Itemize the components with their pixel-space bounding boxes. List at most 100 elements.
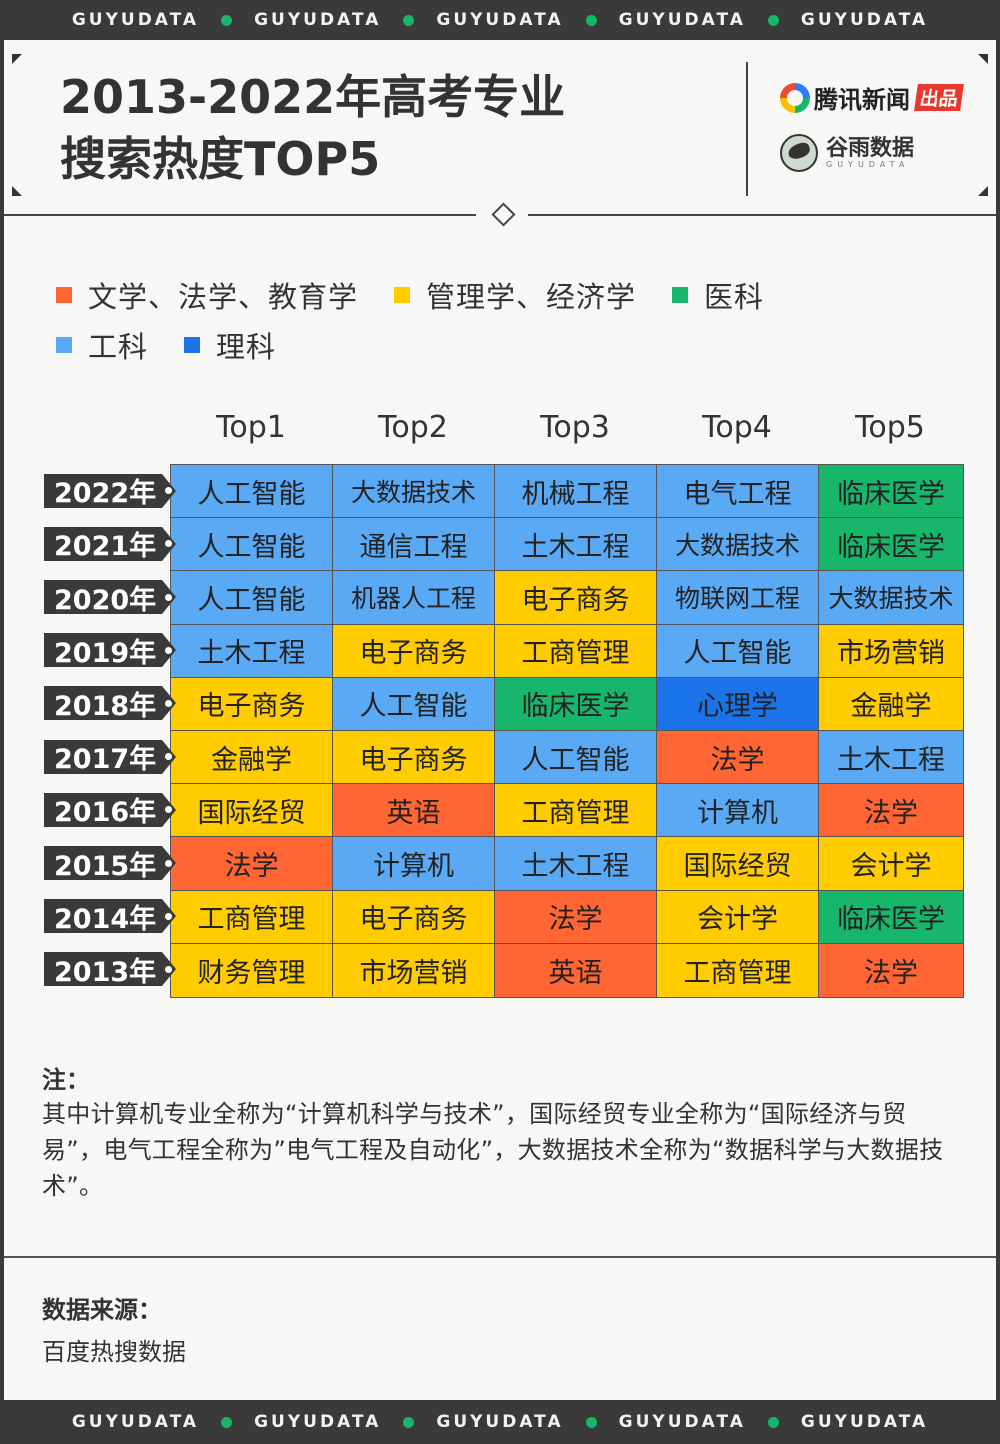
table-cell: 人工智能 [171,518,333,572]
legend-label: 管理学、经济学 [426,280,637,314]
logo2-subtext: GUYUDATA [826,160,910,169]
table-cell: 土木工程 [495,837,657,891]
table-cell: 人工智能 [171,571,333,625]
table-cell: 国际经贸 [657,837,819,891]
legend-label: 理科 [216,330,277,364]
title-line-1: 2013-2022年高考专业 [60,70,566,124]
table-cell: 工商管理 [495,624,657,678]
note-body: 其中计算机专业全称为“计算机科学与技术”，国际经贸专业全称为“国际经济与贸易”，… [42,1100,944,1200]
table-cell: 临床医学 [495,677,657,731]
logo1-text: 腾讯新闻 [814,86,910,114]
table-cell: 电子商务 [333,624,495,678]
table-cell: 人工智能 [495,730,657,785]
infographic-card: 2013-2022年高考专业 搜索热度TOP5 腾讯新闻 出品 谷雨数据 GUY… [4,40,996,1400]
legend-swatch [672,287,689,303]
column-header-top2: Top2 [378,410,448,445]
year-label: 2014年 [44,899,176,935]
title-line-2: 搜索热度TOP5 [60,132,381,186]
dot-icon [221,1416,233,1428]
top-brand-band: GUYUDATA GUYUDATA GUYUDATA GUYUDATA GUYU… [0,0,1000,40]
year-dot-icon [163,644,174,656]
table-cell: 国际经贸 [171,784,333,838]
year-label: 2015年 [44,846,176,882]
year-dot-icon [163,751,174,763]
dot-icon [767,1416,779,1428]
bottom-brand-band: GUYUDATA GUYUDATA GUYUDATA GUYUDATA GUYU… [0,1400,1000,1444]
table-cell: 大数据技术 [333,465,495,519]
year-label: 2017年 [44,739,176,775]
legend: 文学、法学、教育学 管理学、经济学 医科 工科 理科 [56,270,956,370]
table-cell: 临床医学 [819,465,963,519]
legend-swatch [394,287,411,303]
brand-text: GUYUDATA [436,10,564,30]
legend-item-eng: 工科 [56,324,148,366]
brand-text: GUYUDATA [71,1412,200,1432]
legend-item-med: 医科 [672,274,764,316]
table-cell: 英语 [495,943,657,997]
diamond-icon [491,202,516,227]
year-dot-icon [163,538,174,550]
table-cell: 机械工程 [495,465,657,519]
legend-swatch [56,337,72,353]
table-cell: 土木工程 [819,730,963,785]
source-body: 百度热搜数据 [42,1338,186,1366]
table-cell: 电气工程 [657,465,819,519]
dot-icon [585,1416,597,1428]
year-label: 2019年 [44,633,176,669]
divider-line [4,1256,996,1258]
legend-label: 工科 [88,330,149,364]
brand-text: GUYUDATA [800,10,929,30]
year-label: 2013年 [44,952,176,988]
table-cell: 工商管理 [495,784,657,838]
table-cell: 电子商务 [333,730,495,785]
table-cell: 法学 [819,784,963,838]
table-cell: 土木工程 [495,518,657,572]
chart-title: 2013-2022年高考专业 搜索热度TOP5 [60,66,700,190]
year-dot-icon [163,697,174,709]
tencent-bell-icon [780,82,810,113]
table-cell: 金融学 [171,730,333,785]
corner-mark-icon [978,54,988,64]
table-cell: 大数据技术 [657,518,819,572]
table-cell: 市场营销 [333,943,495,997]
legend-label: 医科 [704,280,765,314]
brand-text: GUYUDATA [436,1412,564,1432]
bird-icon [780,134,818,172]
legend-swatch [56,287,72,303]
year-label: 2022年 [44,473,176,509]
table-cell: 土木工程 [171,624,333,678]
table-cell: 机器人工程 [333,571,495,625]
legend-item-sci: 理科 [184,324,276,366]
table-cell: 电子商务 [333,890,495,944]
year-label: 2021年 [44,526,176,562]
corner-mark-icon [12,54,22,64]
note-title: 注： [42,1066,90,1094]
table-cell: 临床医学 [819,890,963,944]
dot-icon [767,14,779,26]
year-dot-icon [163,804,174,816]
divider-line [4,214,476,216]
brand-text: GUYUDATA [618,1412,746,1432]
corner-mark-icon [12,186,22,196]
table-cell: 财务管理 [171,943,333,997]
table-cell: 英语 [333,784,495,838]
column-header-top4: Top4 [702,410,772,445]
year-dot-icon [163,485,174,497]
source-title: 数据来源： [42,1296,162,1324]
table-cell: 工商管理 [657,943,819,997]
legend-item-lit: 文学、法学、教育学 [56,274,358,316]
table-cell: 法学 [171,837,333,891]
dot-icon [403,1416,415,1428]
table-cell: 临床医学 [819,518,963,572]
table-cell: 通信工程 [333,518,495,572]
table-cell: 工商管理 [171,890,333,944]
table-cell: 法学 [495,890,657,944]
logo2-text: 谷雨数据 [826,135,915,161]
column-header-top1: Top1 [216,410,286,445]
table-cell: 电子商务 [171,677,333,731]
dot-icon [221,14,233,26]
dot-icon [585,14,597,26]
year-label: 2016年 [44,792,176,828]
table-cell: 大数据技术 [819,571,963,625]
year-label: 2020年 [44,580,176,616]
